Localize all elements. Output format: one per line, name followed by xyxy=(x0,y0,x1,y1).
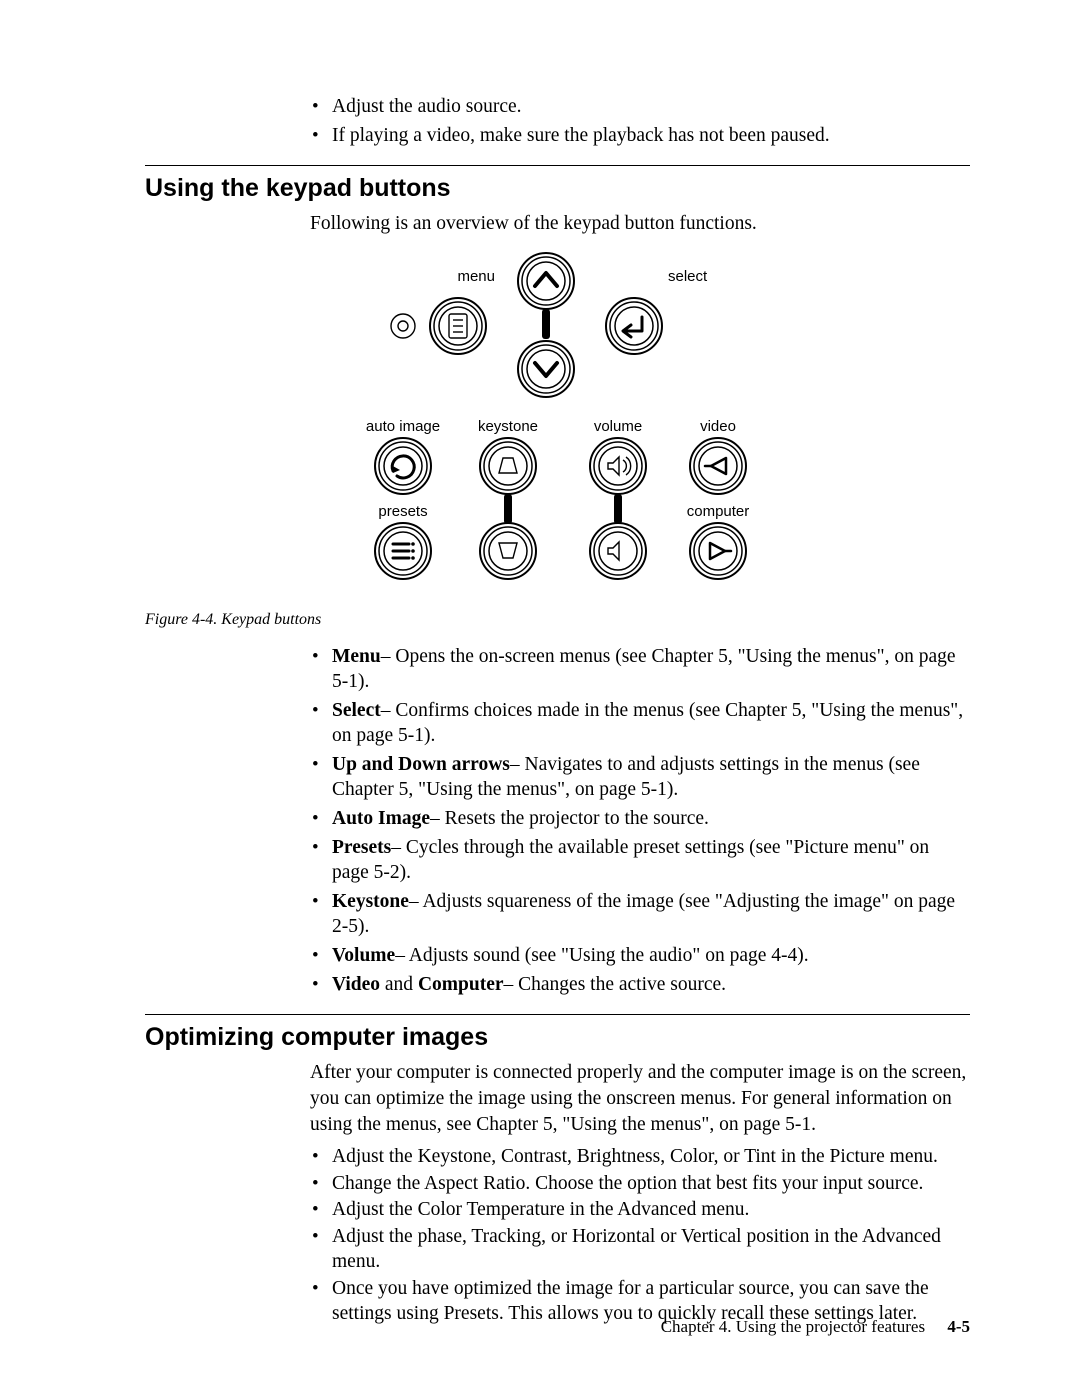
list-item: Volume– Adjusts sound (see "Using the au… xyxy=(310,944,970,969)
label-auto-image: auto image xyxy=(365,418,439,435)
list-text: If playing a video, make sure the playba… xyxy=(332,125,830,146)
list-item: Adjust the Keystone, Contrast, Brightnes… xyxy=(310,1145,970,1170)
footer-chapter: Chapter 4. Using the projector features xyxy=(661,1317,925,1336)
list-item: Adjust the audio source. xyxy=(310,95,970,120)
list-item: Adjust the phase, Tracking, or Horizonta… xyxy=(310,1225,970,1275)
page-footer: Chapter 4. Using the projector features … xyxy=(661,1317,970,1337)
keypad-svg: .lbl { font: 15px Arial, Helvetica, sans… xyxy=(323,251,793,601)
list-item: Adjust the Color Temperature in the Adva… xyxy=(310,1198,970,1223)
list-text: Adjust the audio source. xyxy=(332,96,522,117)
page: Adjust the audio source. If playing a vi… xyxy=(0,0,1080,1397)
indicator-icon xyxy=(391,314,415,338)
list-item: Up and Down arrows– Navigates to and adj… xyxy=(310,753,970,803)
keypad-definitions: Menu– Opens the on-screen menus (see Cha… xyxy=(310,645,970,997)
list-item: Menu– Opens the on-screen menus (see Cha… xyxy=(310,645,970,695)
select-button xyxy=(606,298,662,354)
keystone-down-button xyxy=(480,523,536,579)
list-item: Keystone– Adjusts squareness of the imag… xyxy=(310,890,970,940)
label-volume: volume xyxy=(593,418,641,435)
section-rule xyxy=(145,165,970,166)
optimize-list: Adjust the Keystone, Contrast, Brightnes… xyxy=(310,1145,970,1328)
connector-volume xyxy=(614,494,622,524)
presets-button xyxy=(375,523,431,579)
connector-vert xyxy=(542,309,550,339)
list-item: Change the Aspect Ratio. Choose the opti… xyxy=(310,1172,970,1197)
label-menu: menu xyxy=(457,268,495,285)
volume-up-button xyxy=(590,438,646,494)
keystone-up-button xyxy=(480,438,536,494)
section2-lead: After your computer is connected properl… xyxy=(310,1060,970,1139)
list-item: Presets– Cycles through the available pr… xyxy=(310,836,970,886)
footer-page: 4-5 xyxy=(947,1317,970,1336)
computer-button xyxy=(690,523,746,579)
label-select: select xyxy=(668,268,708,285)
keypad-figure: .lbl { font: 15px Arial, Helvetica, sans… xyxy=(145,251,970,601)
list-item: Auto Image– Resets the projector to the … xyxy=(310,807,970,832)
connector-keystone xyxy=(504,494,512,524)
section1-lead: Following is an overview of the keypad b… xyxy=(310,211,970,237)
list-item: Select– Confirms choices made in the men… xyxy=(310,699,970,749)
auto-image-button xyxy=(375,438,431,494)
section1-body: Following is an overview of the keypad b… xyxy=(310,211,970,237)
down-arrow-button xyxy=(518,341,574,397)
top-bullet-list: Adjust the audio source. If playing a vi… xyxy=(310,95,970,149)
section-heading-optimize: Optimizing computer images xyxy=(145,1023,970,1052)
label-computer: computer xyxy=(686,503,749,520)
up-arrow-button xyxy=(518,253,574,309)
label-video: video xyxy=(700,418,736,435)
video-button xyxy=(690,438,746,494)
section-rule-2 xyxy=(145,1014,970,1015)
label-keystone: keystone xyxy=(477,418,537,435)
section2-body: After your computer is connected properl… xyxy=(310,1060,970,1139)
list-item: Video and Computer– Changes the active s… xyxy=(310,973,970,998)
figure-caption: Figure 4-4. Keypad buttons xyxy=(145,611,970,629)
volume-down-button xyxy=(590,523,646,579)
menu-button xyxy=(430,298,486,354)
list-item: If playing a video, make sure the playba… xyxy=(310,124,970,149)
section-heading-keypad: Using the keypad buttons xyxy=(145,174,970,203)
label-presets: presets xyxy=(378,503,427,520)
